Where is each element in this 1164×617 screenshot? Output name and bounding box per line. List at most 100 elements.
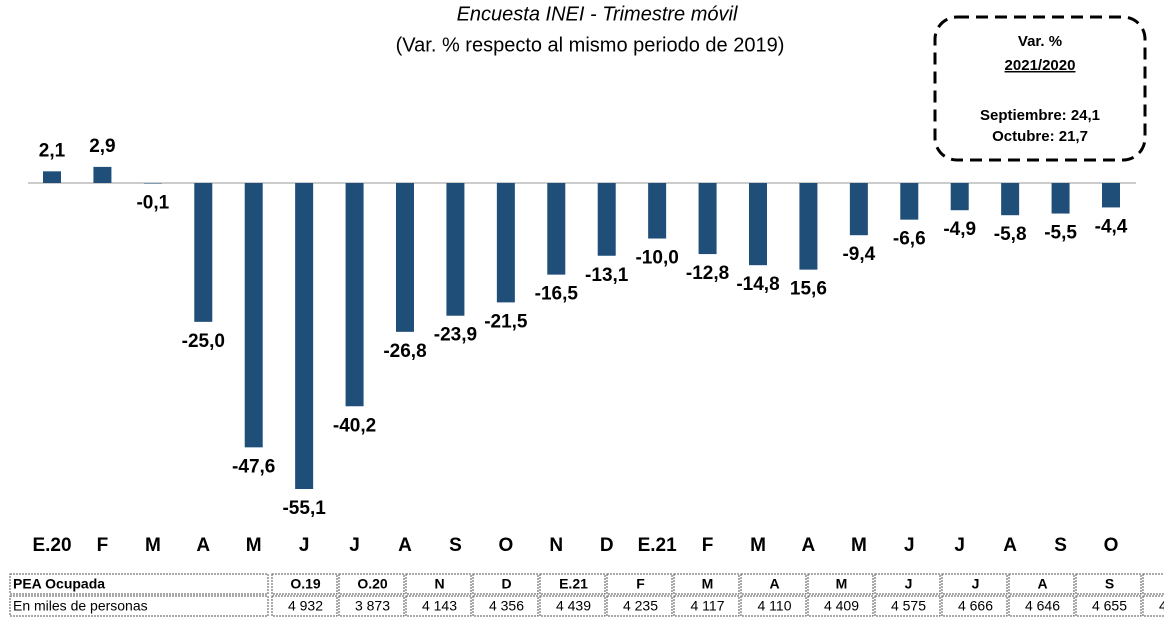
table-text: 4 932: [288, 598, 323, 614]
x-tick-label: J: [299, 535, 310, 556]
table-cell: [539, 573, 606, 595]
table-cell: [606, 595, 673, 617]
table-text: 4 143: [422, 598, 457, 614]
table-text: 4 110: [758, 598, 792, 614]
bar: [698, 183, 717, 255]
bar: [900, 183, 919, 220]
x-tick-label: F: [97, 535, 109, 556]
table-cell: [874, 573, 941, 595]
bar: [799, 183, 818, 270]
annotation-box: [933, 15, 1147, 162]
subtitle: Encuesta INEI - Trimestre móvil: [457, 3, 738, 25]
table-cell: [740, 573, 807, 595]
table-cell: [673, 595, 740, 617]
x-tick-label: J: [954, 535, 965, 556]
x-tick-label: A: [196, 535, 210, 556]
table-cell: [539, 595, 606, 617]
data-label: -25,0: [182, 331, 225, 352]
table-text: N: [434, 576, 444, 592]
x-tick-label: A: [802, 535, 816, 556]
x-tick-label: D: [600, 535, 614, 556]
annotation-title: Var. %: [1018, 33, 1062, 50]
table-text: 3 873: [355, 598, 390, 614]
table-text: 4 409: [824, 598, 859, 614]
bar: [496, 183, 515, 303]
data-label: -40,2: [333, 415, 376, 436]
x-tick-label: S: [1054, 535, 1067, 556]
table-text: J: [972, 576, 980, 592]
bar: [345, 183, 364, 407]
data-label: 2,1: [39, 140, 66, 161]
table-cell: [1008, 595, 1075, 617]
bar: [648, 183, 667, 239]
x-tick-label: E.21: [638, 535, 678, 556]
table-cell: [1075, 595, 1142, 617]
table-text: M: [836, 576, 848, 592]
table-text: 4 439: [556, 598, 591, 614]
x-tick-label: M: [750, 535, 766, 556]
table-cell: [807, 573, 874, 595]
table-cell: [338, 573, 405, 595]
table-text: D: [501, 576, 511, 592]
table-cell: [874, 595, 941, 617]
bar: [446, 183, 465, 316]
table-text: 4 235: [623, 598, 658, 614]
annotation-line: Septiembre: 24,1: [980, 107, 1100, 124]
table-text: A: [1037, 576, 1047, 592]
table-cell: [271, 595, 338, 617]
bar: [1051, 183, 1070, 214]
table-text: 4 117: [691, 598, 725, 614]
table-text: J: [905, 576, 913, 592]
x-tick-label: S: [449, 535, 462, 556]
bar: [396, 183, 414, 332]
table-cell: [807, 595, 874, 617]
bar: [194, 183, 213, 322]
table-cell: [1142, 573, 1164, 595]
bar: [749, 183, 767, 266]
annotation-line: Octubre: 21,7: [992, 128, 1088, 145]
table-cell: [9, 573, 269, 595]
data-label: -21,5: [484, 311, 528, 332]
x-tick-label: F: [702, 535, 714, 556]
table-text: 4 575: [891, 598, 926, 614]
table-cell: [673, 573, 740, 595]
x-tick-label: N: [549, 535, 563, 556]
bar: [849, 183, 868, 236]
x-tick-label: J: [349, 535, 360, 556]
table-cell: [1142, 595, 1164, 617]
table-text: O.19: [290, 576, 321, 592]
bar: [597, 183, 616, 256]
data-label: -26,8: [383, 341, 426, 362]
bar: [143, 183, 162, 184]
table-cell: [941, 573, 1008, 595]
x-tick-label: M: [145, 535, 161, 556]
table-cell: [405, 573, 472, 595]
table-cell: [9, 595, 269, 617]
x-tick-label: M: [851, 535, 867, 556]
bar: [1001, 183, 1020, 216]
data-label: -16,5: [535, 284, 579, 305]
table-cell: [338, 595, 405, 617]
table-cell: [606, 573, 673, 595]
table-cell: [1008, 573, 1075, 595]
data-label: -55,1: [282, 498, 326, 519]
table-text: F: [636, 576, 645, 592]
bar: [244, 183, 263, 448]
table-text: M: [702, 576, 714, 592]
data-label: -4,4: [1095, 216, 1128, 237]
table-text: O.20: [357, 576, 388, 592]
bar: [950, 183, 969, 211]
bar: [547, 183, 566, 275]
table-text: 4 646: [1025, 598, 1060, 614]
x-tick-label: E.20: [32, 535, 71, 556]
x-tick-label: J: [904, 535, 915, 556]
data-label: -0,1: [136, 193, 169, 214]
data-label: -14,8: [736, 274, 779, 295]
table-cell: [405, 595, 472, 617]
table-text: PEA Ocupada: [13, 576, 105, 592]
table-cell: [472, 573, 539, 595]
bar: [93, 166, 112, 183]
table-text: 4 714: [1159, 598, 1164, 614]
data-label: -9,4: [842, 244, 875, 265]
